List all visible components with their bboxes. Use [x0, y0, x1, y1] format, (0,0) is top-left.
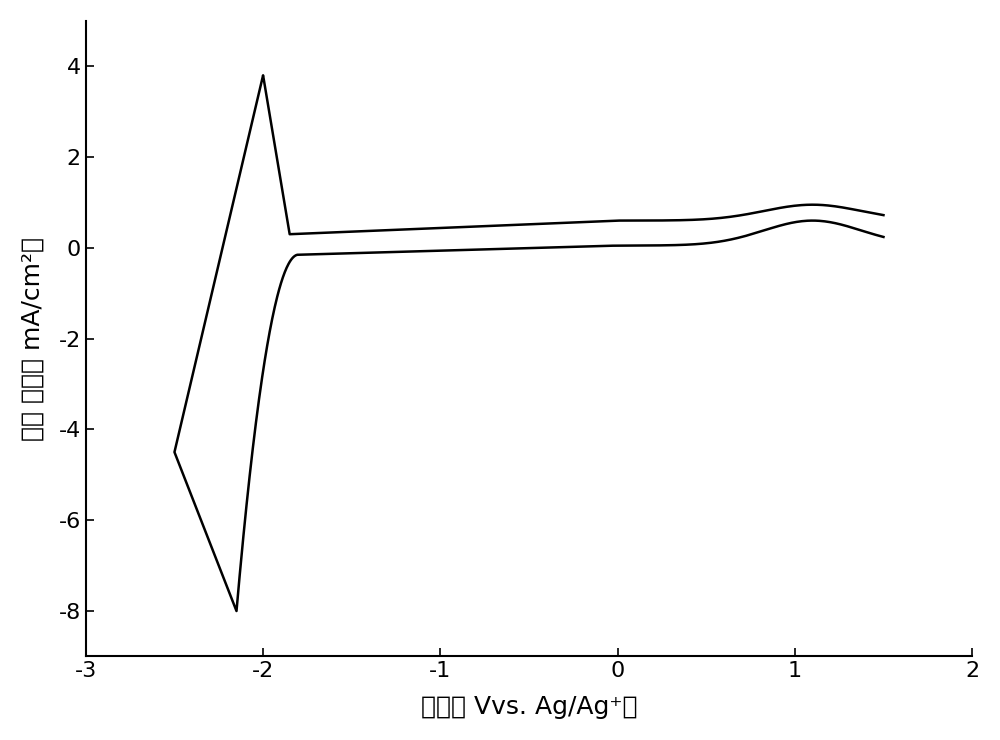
Y-axis label: 电流 密度（ mA/cm²）: 电流 密度（ mA/cm²）: [21, 237, 45, 440]
X-axis label: 电压（ Vvs. Ag/Ag⁺）: 电压（ Vvs. Ag/Ag⁺）: [421, 695, 637, 719]
